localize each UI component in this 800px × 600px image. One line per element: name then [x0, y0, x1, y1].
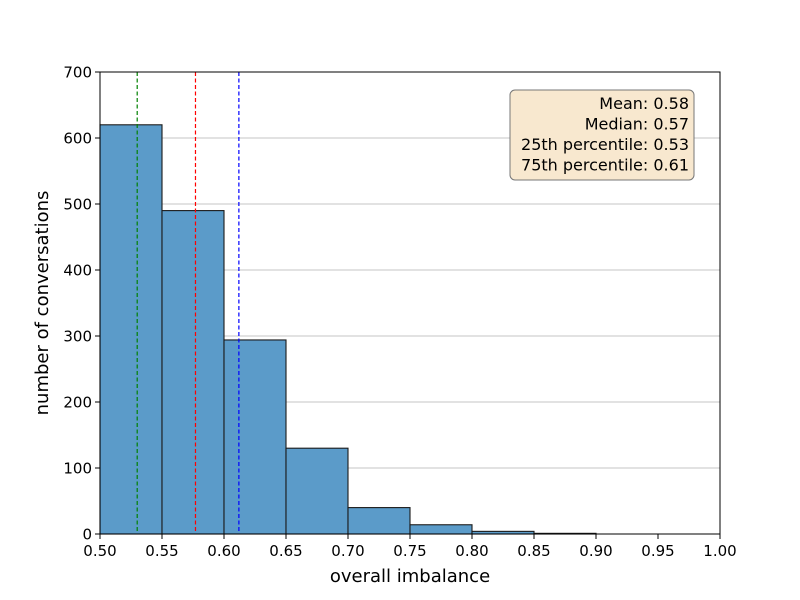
- histogram-bar-5: [409, 524, 473, 535]
- histogram-bar-1: [161, 210, 225, 535]
- x-tick-label-5: 0.75: [393, 542, 426, 560]
- x-tick-label-1: 0.55: [145, 542, 178, 560]
- y-tick-label-0: 0: [82, 526, 92, 544]
- x-tick-label-2: 0.60: [207, 542, 240, 560]
- x-axis-label: overall imbalance: [330, 566, 490, 587]
- histogram-bar-3: [285, 447, 349, 535]
- y-tick-label-5: 500: [63, 196, 92, 214]
- x-tick-label-7: 0.85: [517, 542, 550, 560]
- y-tick-label-7: 700: [63, 64, 92, 82]
- x-tick-label-4: 0.70: [331, 542, 364, 560]
- y-tick-label-2: 200: [63, 394, 92, 412]
- stats-median: Median: 0.57: [585, 115, 689, 134]
- x-tick-label-10: 1.00: [703, 542, 736, 560]
- x-tick-label-3: 0.65: [269, 542, 302, 560]
- reference-lines: [136, 72, 240, 534]
- stats-75th-percentile: 75th percentile: 0.61: [521, 156, 689, 175]
- histogram-bar-0: [99, 124, 163, 535]
- y-tick-label-4: 400: [63, 262, 92, 280]
- stats-box: Mean: 0.58 Median: 0.57 25th percentile:…: [509, 89, 695, 181]
- histogram-bar-2: [223, 339, 287, 535]
- histogram-bar-4: [347, 507, 411, 535]
- y-tick-label-1: 100: [63, 460, 92, 478]
- y-axis-label: number of conversations: [32, 191, 53, 416]
- x-tick-label-6: 0.80: [455, 542, 488, 560]
- x-tick-label-8: 0.90: [579, 542, 612, 560]
- y-tick-label-3: 300: [63, 328, 92, 346]
- stats-mean: Mean: 0.58: [599, 94, 689, 113]
- stats-box-background: [509, 89, 695, 181]
- histogram-bars: [99, 124, 597, 535]
- stats-25th-percentile: 25th percentile: 0.53: [521, 135, 689, 154]
- y-axis-ticks: 0 100 200 300 400 500 600 700: [63, 64, 100, 544]
- x-tick-label-0: 0.50: [83, 542, 116, 560]
- x-tick-label-9: 0.95: [641, 542, 674, 560]
- y-tick-label-6: 600: [63, 130, 92, 148]
- x-axis-ticks: 0.50 0.55 0.60 0.65 0.70 0.75 0.80 0.85 0.90 0.95…: [83, 534, 737, 560]
